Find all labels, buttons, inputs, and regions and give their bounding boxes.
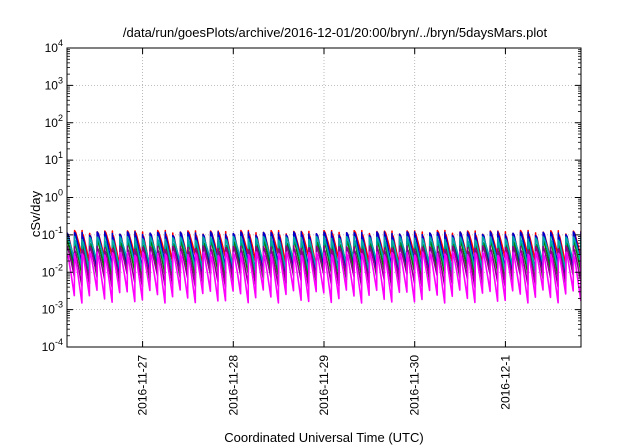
- y-tick-label: 103: [45, 75, 63, 92]
- x-axis-ticks: 2016-11-27 2016-11-28 2016-11-29 2016-11-30…: [136, 48, 512, 416]
- x-axis-label: Coordinated Universal Time (UTC): [224, 430, 423, 445]
- y-axis-ticks: 10-4 10-3 10-2 10-1 100 101 102 103 104: [42, 38, 581, 354]
- y-tick-label: 102: [45, 113, 63, 130]
- y-tick-label: 10-2: [42, 262, 63, 279]
- series-line: [67, 239, 581, 285]
- x-tick-label: 2016-12-1: [498, 355, 512, 410]
- y-tick-label: 10-4: [42, 337, 63, 354]
- series-line: [67, 245, 581, 288]
- plot-area: [67, 229, 581, 304]
- y-axis-label: cSv/day: [28, 190, 43, 237]
- x-tick-label: 2016-11-28: [226, 355, 240, 416]
- series-line: [67, 231, 581, 277]
- series-line: [67, 251, 581, 304]
- y-tick-label: 100: [45, 188, 63, 205]
- x-tick-label: 2016-11-27: [136, 355, 150, 416]
- chart-title: /data/run/goesPlots/archive/2016-12-01/2…: [123, 25, 548, 40]
- y-tick-label: 10-3: [42, 300, 63, 317]
- x-tick-label: 2016-11-30: [408, 355, 422, 416]
- series-line: [67, 235, 581, 273]
- y-tick-label: 10-1: [42, 225, 63, 242]
- y-tick-label: 101: [45, 150, 63, 167]
- y-tick-label: 104: [45, 38, 63, 55]
- x-tick-label: 2016-11-29: [317, 355, 331, 416]
